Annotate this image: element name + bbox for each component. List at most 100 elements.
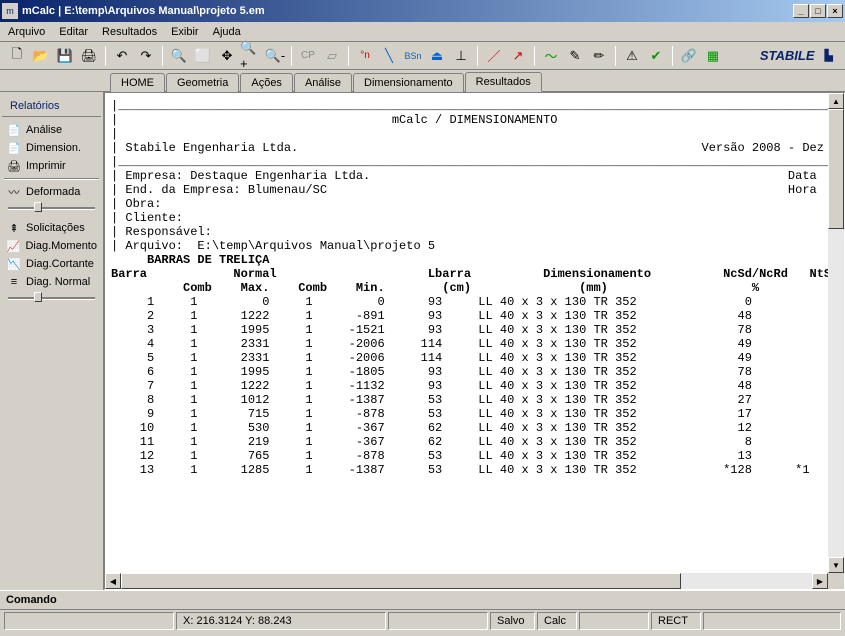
zoom-fit-icon[interactable]: 🔍 [168,45,190,67]
report-line: | End. da Empresa: Blumenau/SC Hora [111,183,828,197]
toolbar: 🗋 📂 💾 🖨 ↶ ↷ 🔍 ⬜ ✥ 🔍+ 🔍- CP ▱ °n ╲ BSn ⏏ … [0,42,845,70]
scroll-right-icon[interactable]: ▶ [812,573,828,589]
zoom-in-icon[interactable]: 🔍+ [240,45,262,67]
close-button[interactable]: × [827,4,843,18]
check-icon[interactable]: ✔ [645,45,667,67]
redo-icon[interactable]: ↷ [135,45,157,67]
sidebar-item-solicitaes[interactable]: ⇞Solicitações [2,219,101,237]
scroll-up-icon[interactable]: ▲ [828,93,844,109]
scrollbar-vertical[interactable]: ▲ ▼ [828,93,844,573]
status-salvo: Salvo [490,612,535,630]
pan-icon[interactable]: ✥ [216,45,238,67]
curve-icon[interactable]: 〜 [540,45,562,67]
cp-icon[interactable]: CP [297,45,319,67]
report-line: | Empresa: Destaque Engenharia Ltda. Dat… [111,169,828,183]
report-line: | Responsável: [111,225,828,239]
sidebar-item-anlise[interactable]: 📄 Análise [2,121,101,139]
report-line: | Stabile Engenharia Ltda. Versão 2008 -… [111,141,828,155]
sidebar-item-label: Diag. Normal [26,276,90,288]
scroll-thumb-v[interactable] [828,109,844,229]
status-coords: X: 216.3124 Y: 88.243 [176,612,386,630]
line-icon[interactable]: ／ [483,45,505,67]
status-empty1 [4,612,174,630]
command-bar[interactable]: Comando [0,590,845,610]
arrow-icon[interactable]: ↗ [507,45,529,67]
sidebar-item-dimension[interactable]: 📄 Dimension. [2,139,101,157]
edit2-icon[interactable]: ✏ [588,45,610,67]
slider-thumb[interactable] [34,292,42,302]
sidebar-item-diagcortante[interactable]: 📉Diag.Cortante [2,255,101,273]
sidebar-item-diagnormal[interactable]: ≡Diag. Normal [2,273,101,291]
section-title: BARRAS DE TRELIÇA [111,253,828,267]
table-row: 7 1 1222 1 -1132 93 LL 40 x 3 x 130 TR 3… [111,379,828,393]
zoom-window-icon[interactable]: ⬜ [192,45,214,67]
sidebar-icon: 🖨 [6,159,22,173]
sidebar-icon: 📄 [6,141,22,155]
tab-acoes[interactable]: Ações [240,73,293,92]
menu-exibir[interactable]: Exibir [171,26,199,38]
sidebar-item-deformada[interactable]: 〰 Deformada [2,183,101,201]
sidebar-item-label: Dimension. [26,142,81,154]
edit-line-icon[interactable]: ✎ [564,45,586,67]
table-row: 8 1 1012 1 -1387 53 LL 40 x 3 x 130 TR 3… [111,393,828,407]
menu-arquivo[interactable]: Arquivo [8,26,45,38]
menu-editar[interactable]: Editar [59,26,88,38]
statusbar: X: 216.3124 Y: 88.243 Salvo Calc RECT [0,610,845,632]
sidebar-item-label: Deformada [26,186,80,198]
minimize-button[interactable]: _ [793,4,809,18]
new-icon[interactable]: 🗋 [6,45,28,67]
grid-icon[interactable]: ▦ [702,45,724,67]
menu-resultados[interactable]: Resultados [102,26,157,38]
slider-thumb[interactable] [34,202,42,212]
tabbar: HOME Geometria Ações Análise Dimensionam… [0,70,845,92]
table-row: 2 1 1222 1 -891 93 LL 40 x 3 x 130 TR 35… [111,309,828,323]
sidebar-item-imprimir[interactable]: 🖨 Imprimir [2,157,101,175]
axis-icon[interactable]: ⊥ [450,45,472,67]
zoom-out-icon[interactable]: 🔍- [264,45,286,67]
open-icon[interactable]: 📂 [30,45,52,67]
undo-icon[interactable]: ↶ [111,45,133,67]
tab-dimensionamento[interactable]: Dimensionamento [353,73,464,92]
slider[interactable] [8,293,95,303]
window-title: mCalc | E:\temp\Arquivos Manual\projeto … [22,5,793,17]
tool-a-icon[interactable]: ▱ [321,45,343,67]
report-area: |_______________________________________… [104,92,845,590]
node-icon[interactable]: °n [354,45,376,67]
link-icon[interactable]: 🔗 [678,45,700,67]
scrollbar-horizontal[interactable]: ◀ ▶ [105,573,828,589]
sidebar-item-label: Diag.Momento [25,240,97,252]
maximize-button[interactable]: □ [810,4,826,18]
sidebar-icon: 📈 [6,239,21,253]
sidebar-icon: 〰 [6,185,22,199]
scroll-thumb-h[interactable] [121,573,681,589]
save-icon[interactable]: 💾 [54,45,76,67]
report-line: | mCalc / DIMENSIONAMENTO [111,113,828,127]
support-icon[interactable]: ⏏ [426,45,448,67]
menu-ajuda[interactable]: Ajuda [213,26,241,38]
warning-icon[interactable]: ⚠ [621,45,643,67]
bar-icon[interactable]: ╲ [378,45,400,67]
sidebar-item-label: Análise [26,124,62,136]
slider[interactable] [8,203,95,213]
table-row: 12 1 765 1 -878 53 LL 40 x 3 x 130 TR 35… [111,449,828,463]
sidebar: Relatórios 📄Análise📄Dimension.🖨Imprimir … [0,92,104,590]
app-icon: m [2,3,18,19]
table-row: 9 1 715 1 -878 53 LL 40 x 3 x 130 TR 352… [111,407,828,421]
tab-analise[interactable]: Análise [294,73,352,92]
sidebar-icon: 📄 [6,123,22,137]
sidebar-item-label: Imprimir [26,160,66,172]
bsn-icon[interactable]: BSn [402,45,424,67]
tab-geometria[interactable]: Geometria [166,73,239,92]
sidebar-item-label: Solicitações [26,222,85,234]
scroll-left-icon[interactable]: ◀ [105,573,121,589]
table-row: 5 1 2331 1 -2006 114 LL 40 x 3 x 130 TR … [111,351,828,365]
table-row: 3 1 1995 1 -1521 93 LL 40 x 3 x 130 TR 3… [111,323,828,337]
tab-resultados[interactable]: Resultados [465,72,542,92]
sidebar-item-diagmomento[interactable]: 📈 Diag.Momento [2,237,101,255]
table-subheader: Comb Max. Comb Min. (cm) (mm) % [111,281,828,295]
print-icon[interactable]: 🖨 [78,45,100,67]
scroll-down-icon[interactable]: ▼ [828,557,844,573]
tab-home[interactable]: HOME [110,73,165,92]
report-line: |_______________________________________… [111,155,828,169]
table-row: 4 1 2331 1 -2006 114 LL 40 x 3 x 130 TR … [111,337,828,351]
